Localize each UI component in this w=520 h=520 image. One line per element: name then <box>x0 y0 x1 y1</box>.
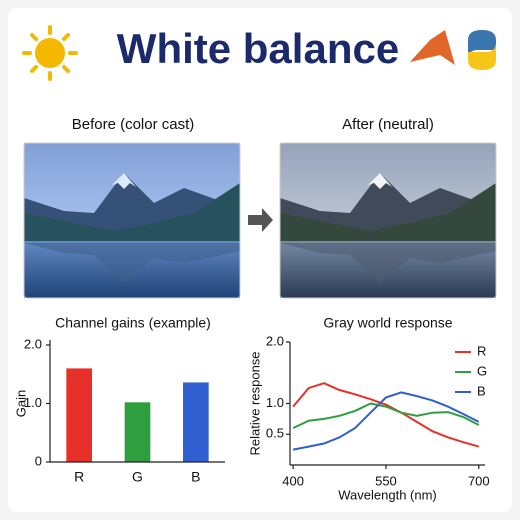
bar <box>124 402 151 462</box>
line <box>292 391 480 451</box>
panel-caption: After (neutral) <box>342 116 434 133</box>
matlab-icon <box>410 30 455 65</box>
arrow <box>248 208 273 232</box>
after-image <box>279 142 497 299</box>
x-tick-label: 400 <box>282 473 304 488</box>
y-tick-label: 2.0 <box>24 336 42 351</box>
y-tick-label: 1.0 <box>266 395 284 410</box>
bar <box>66 368 92 462</box>
y-tick-label: 0.5 <box>266 426 284 441</box>
y-tick-label: 1.0 <box>24 395 42 410</box>
y-axis-label: Relative response <box>247 351 262 455</box>
x-axis-label: Wavelength (nm) <box>338 487 437 502</box>
python-icon <box>468 30 496 70</box>
line <box>292 402 480 430</box>
panel-caption: Before (color cast) <box>72 116 195 133</box>
chart-title: Channel gains (example) <box>55 315 211 331</box>
y-axis-label: Gain <box>13 390 28 417</box>
x-tick-label: 550 <box>375 473 397 488</box>
legend-label: R <box>477 343 486 358</box>
y-tick-label: 0 <box>35 453 42 468</box>
x-tick-label: 700 <box>468 473 490 488</box>
x-tick-label: R <box>74 469 84 485</box>
before-image <box>23 142 241 299</box>
y-tick-label: 2.0 <box>266 333 284 348</box>
card <box>8 8 512 512</box>
line <box>292 382 480 448</box>
legend-label: G <box>477 363 487 378</box>
x-tick-label: B <box>191 469 200 485</box>
x-tick-label: G <box>132 469 143 485</box>
chart-title: Gray world response <box>323 315 452 331</box>
title: White balance <box>117 25 399 72</box>
legend-label: B <box>477 383 486 398</box>
sun-icon <box>22 25 78 81</box>
bar <box>183 382 209 462</box>
